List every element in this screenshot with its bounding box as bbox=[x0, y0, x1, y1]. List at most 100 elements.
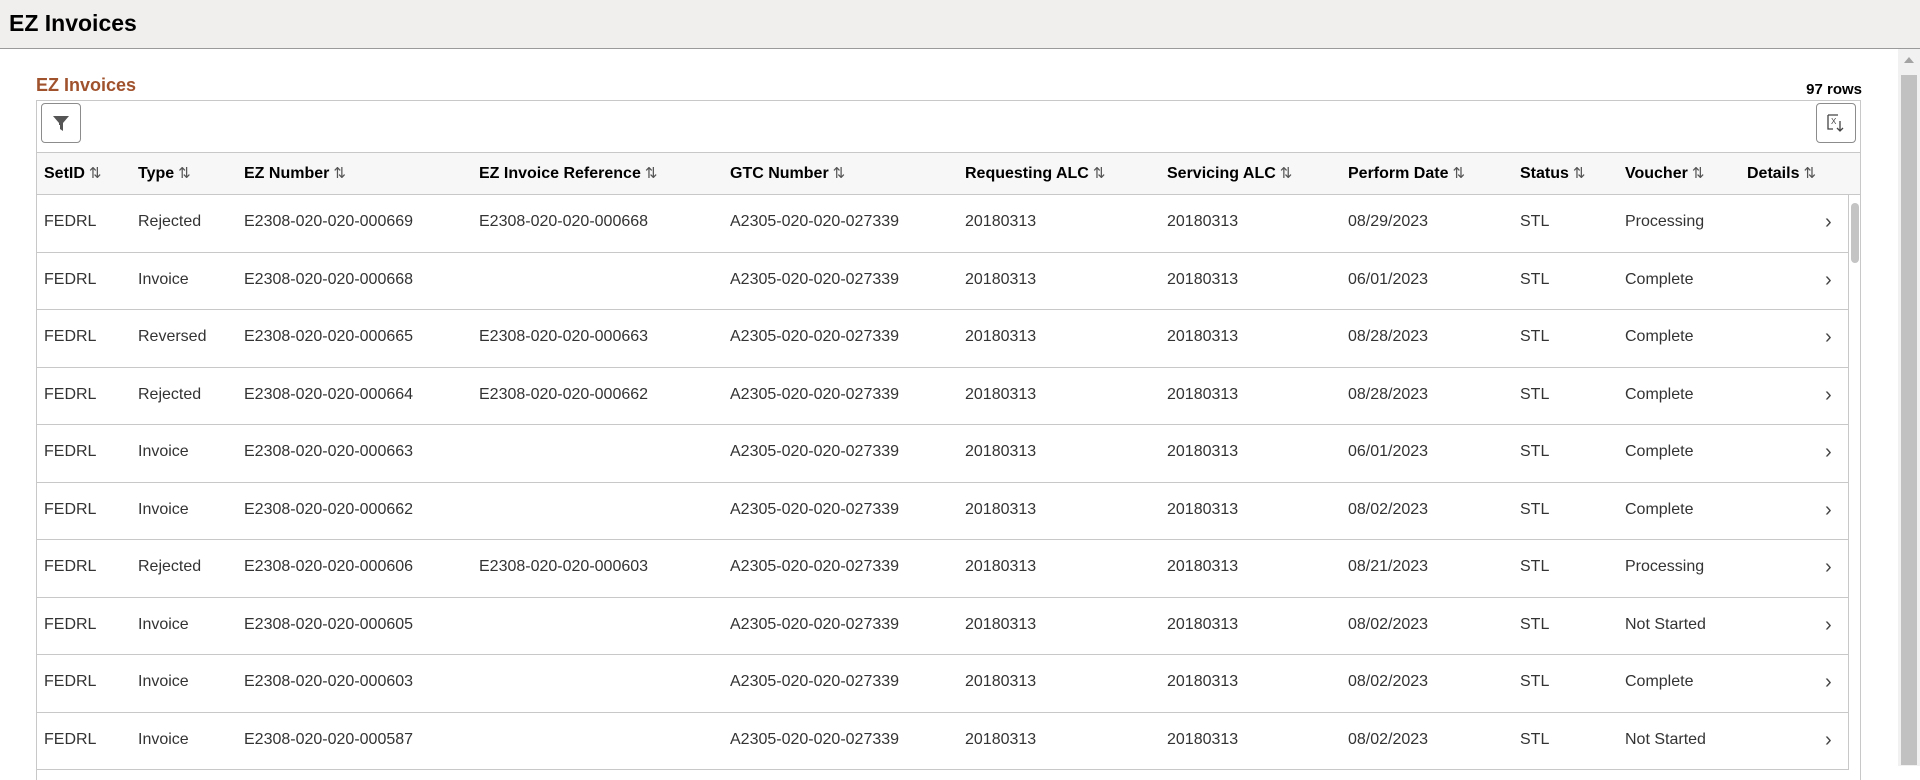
cell-servicing-alc: 20180313 bbox=[1167, 673, 1239, 690]
cell-ez-invoice-reference: E2308-020-020-000662 bbox=[479, 385, 649, 403]
sort-icon[interactable]: ⇅ bbox=[1092, 165, 1106, 182]
table-row[interactable]: FEDRL Reversed E2308-020-020-000665 E2308-0… bbox=[37, 310, 1848, 368]
excel-export-button[interactable]: X bbox=[1816, 103, 1856, 143]
cell-ez-number: E2308-020-020-000669 bbox=[244, 213, 414, 230]
column-header-setid[interactable]: SetID ⇅ bbox=[44, 164, 101, 183]
cell-ez-number: E2308-020-020-000603 bbox=[244, 673, 414, 690]
row-count: 97 rows bbox=[1806, 81, 1862, 98]
filter-icon bbox=[53, 116, 69, 131]
sort-icon[interactable]: ⇅ bbox=[178, 165, 191, 182]
column-header-status[interactable]: Status ⇅ bbox=[1520, 164, 1585, 183]
cell-requesting-alc: 20180313 bbox=[965, 500, 1037, 518]
column-header-details[interactable]: Details ⇅ bbox=[1747, 164, 1816, 183]
chevron-right-icon[interactable]: › bbox=[1825, 728, 1832, 751]
sort-icon[interactable]: ⇅ bbox=[832, 165, 846, 182]
table-row[interactable]: FEDRL Rejected E2308-020-020-000664 E2308-0… bbox=[37, 368, 1848, 425]
column-header-gtc-number[interactable]: GTC Number ⇅ bbox=[730, 164, 845, 183]
chevron-right-icon[interactable]: › bbox=[1825, 613, 1832, 636]
excel-export-icon: X bbox=[1827, 114, 1844, 132]
filter-button[interactable] bbox=[41, 103, 81, 143]
sort-icon[interactable]: ⇅ bbox=[88, 165, 102, 182]
cell-setid: FEDRL bbox=[44, 558, 97, 575]
page-scrollbar-thumb[interactable] bbox=[1901, 75, 1917, 765]
cell-ez-number: E2308-020-020-000606 bbox=[244, 558, 414, 575]
table-row[interactable]: FEDRL Invoice E2308-020-020-000663 A2305-02… bbox=[37, 425, 1848, 483]
cell-type: Rejected bbox=[138, 213, 202, 230]
column-header-label: Status bbox=[1520, 165, 1569, 182]
grid-scrollbar[interactable] bbox=[1851, 203, 1859, 263]
chevron-right-icon[interactable]: › bbox=[1825, 326, 1832, 348]
column-header-label: Details bbox=[1747, 165, 1800, 182]
column-header-label: Type bbox=[138, 165, 175, 182]
sort-icon[interactable]: ⇅ bbox=[1803, 165, 1817, 182]
cell-ez-number: E2308-020-020-000664 bbox=[244, 385, 414, 403]
cell-gtc-number: A2305-020-020-027339 bbox=[730, 730, 900, 748]
cell-voucher: Not Started bbox=[1625, 730, 1706, 748]
cell-voucher: Complete bbox=[1625, 443, 1694, 460]
cell-status: STL bbox=[1520, 443, 1550, 460]
cell-ez-number: E2308-020-020-000662 bbox=[244, 500, 414, 518]
cell-ez-invoice-reference: E2308-020-020-000603 bbox=[479, 558, 649, 575]
chevron-right-icon[interactable]: › bbox=[1825, 383, 1832, 406]
table-row[interactable]: FEDRL Invoice E2308-020-020-000668 A2305-02… bbox=[37, 253, 1848, 310]
column-header-type[interactable]: Type ⇅ bbox=[138, 164, 191, 183]
cell-requesting-alc: 20180313 bbox=[965, 328, 1037, 345]
column-header-requesting-alc[interactable]: Requesting ALC ⇅ bbox=[965, 164, 1105, 183]
cell-servicing-alc: 20180313 bbox=[1167, 443, 1239, 460]
cell-setid: FEDRL bbox=[44, 730, 97, 748]
sort-icon[interactable]: ⇅ bbox=[333, 165, 346, 182]
cell-voucher: Complete bbox=[1625, 500, 1694, 518]
cell-servicing-alc: 20180313 bbox=[1167, 213, 1239, 230]
cell-requesting-alc: 20180313 bbox=[965, 673, 1037, 690]
cell-ez-number: E2308-020-020-000665 bbox=[244, 328, 414, 345]
table-row[interactable]: FEDRL Rejected E2308-020-020-000606 E2308-0… bbox=[37, 540, 1848, 598]
cell-voucher: Complete bbox=[1625, 673, 1694, 690]
cell-servicing-alc: 20180313 bbox=[1167, 270, 1239, 288]
column-header-label: Servicing ALC bbox=[1167, 165, 1276, 182]
table-row[interactable]: FEDRL Invoice E2308-020-020-000603 A2305-02… bbox=[37, 655, 1848, 713]
page-scrollbar[interactable] bbox=[1898, 49, 1920, 766]
table-row[interactable]: FEDRL Invoice E2308-020-020-000587 A2305-02… bbox=[37, 713, 1848, 770]
column-header-label: GTC Number bbox=[730, 165, 829, 182]
cell-setid: FEDRL bbox=[44, 443, 97, 460]
cell-requesting-alc: 20180313 bbox=[965, 385, 1037, 403]
cell-voucher: Complete bbox=[1625, 328, 1694, 345]
sort-icon[interactable]: ⇅ bbox=[644, 165, 658, 182]
cell-gtc-number: A2305-020-020-027339 bbox=[730, 500, 900, 518]
column-header-perform-date[interactable]: Perform Date ⇅ bbox=[1348, 164, 1465, 183]
cell-ez-number: E2308-020-020-000605 bbox=[244, 615, 414, 633]
cell-type: Invoice bbox=[138, 730, 189, 748]
table-row[interactable]: FEDRL Invoice E2308-020-020-000605 A2305-02… bbox=[37, 598, 1848, 655]
sort-icon[interactable]: ⇅ bbox=[1572, 165, 1586, 182]
cell-ez-number: E2308-020-020-000663 bbox=[244, 443, 414, 460]
sort-icon[interactable]: ⇅ bbox=[1691, 165, 1705, 182]
cell-status: STL bbox=[1520, 615, 1550, 633]
cell-perform-date: 08/02/2023 bbox=[1348, 500, 1429, 518]
column-header-ez-number[interactable]: EZ Number ⇅ bbox=[244, 164, 346, 183]
cell-gtc-number: A2305-020-020-027339 bbox=[730, 385, 900, 403]
cell-gtc-number: A2305-020-020-027339 bbox=[730, 443, 900, 460]
column-header-ez-invoice-reference[interactable]: EZ Invoice Reference ⇅ bbox=[479, 164, 657, 183]
cell-perform-date: 08/28/2023 bbox=[1348, 328, 1429, 345]
chevron-right-icon[interactable]: › bbox=[1825, 268, 1832, 291]
chevron-right-icon[interactable]: › bbox=[1825, 498, 1832, 521]
cell-requesting-alc: 20180313 bbox=[965, 615, 1037, 633]
chevron-right-icon[interactable]: › bbox=[1825, 211, 1832, 233]
table-row[interactable]: FEDRL Rejected E2308-020-020-000669 E2308-0… bbox=[37, 195, 1848, 253]
sort-icon[interactable]: ⇅ bbox=[1452, 165, 1466, 182]
column-header-servicing-alc[interactable]: Servicing ALC ⇅ bbox=[1167, 164, 1292, 183]
chevron-right-icon[interactable]: › bbox=[1825, 556, 1832, 578]
chevron-right-icon[interactable]: › bbox=[1825, 671, 1832, 693]
cell-gtc-number: A2305-020-020-027339 bbox=[730, 615, 900, 633]
cell-status: STL bbox=[1520, 558, 1550, 575]
column-header-voucher[interactable]: Voucher ⇅ bbox=[1625, 164, 1704, 183]
table-row[interactable]: FEDRL Invoice E2308-020-020-000662 A2305-02… bbox=[37, 483, 1848, 540]
cell-perform-date: 06/01/2023 bbox=[1348, 270, 1429, 288]
sort-icon[interactable]: ⇅ bbox=[1279, 165, 1293, 182]
grid-toolbar: X bbox=[37, 101, 1860, 153]
column-header-label: Voucher bbox=[1625, 165, 1688, 182]
cell-setid: FEDRL bbox=[44, 500, 97, 518]
column-header-label: Perform Date bbox=[1348, 165, 1449, 182]
scroll-up-icon[interactable] bbox=[1904, 57, 1914, 63]
chevron-right-icon[interactable]: › bbox=[1825, 441, 1832, 463]
